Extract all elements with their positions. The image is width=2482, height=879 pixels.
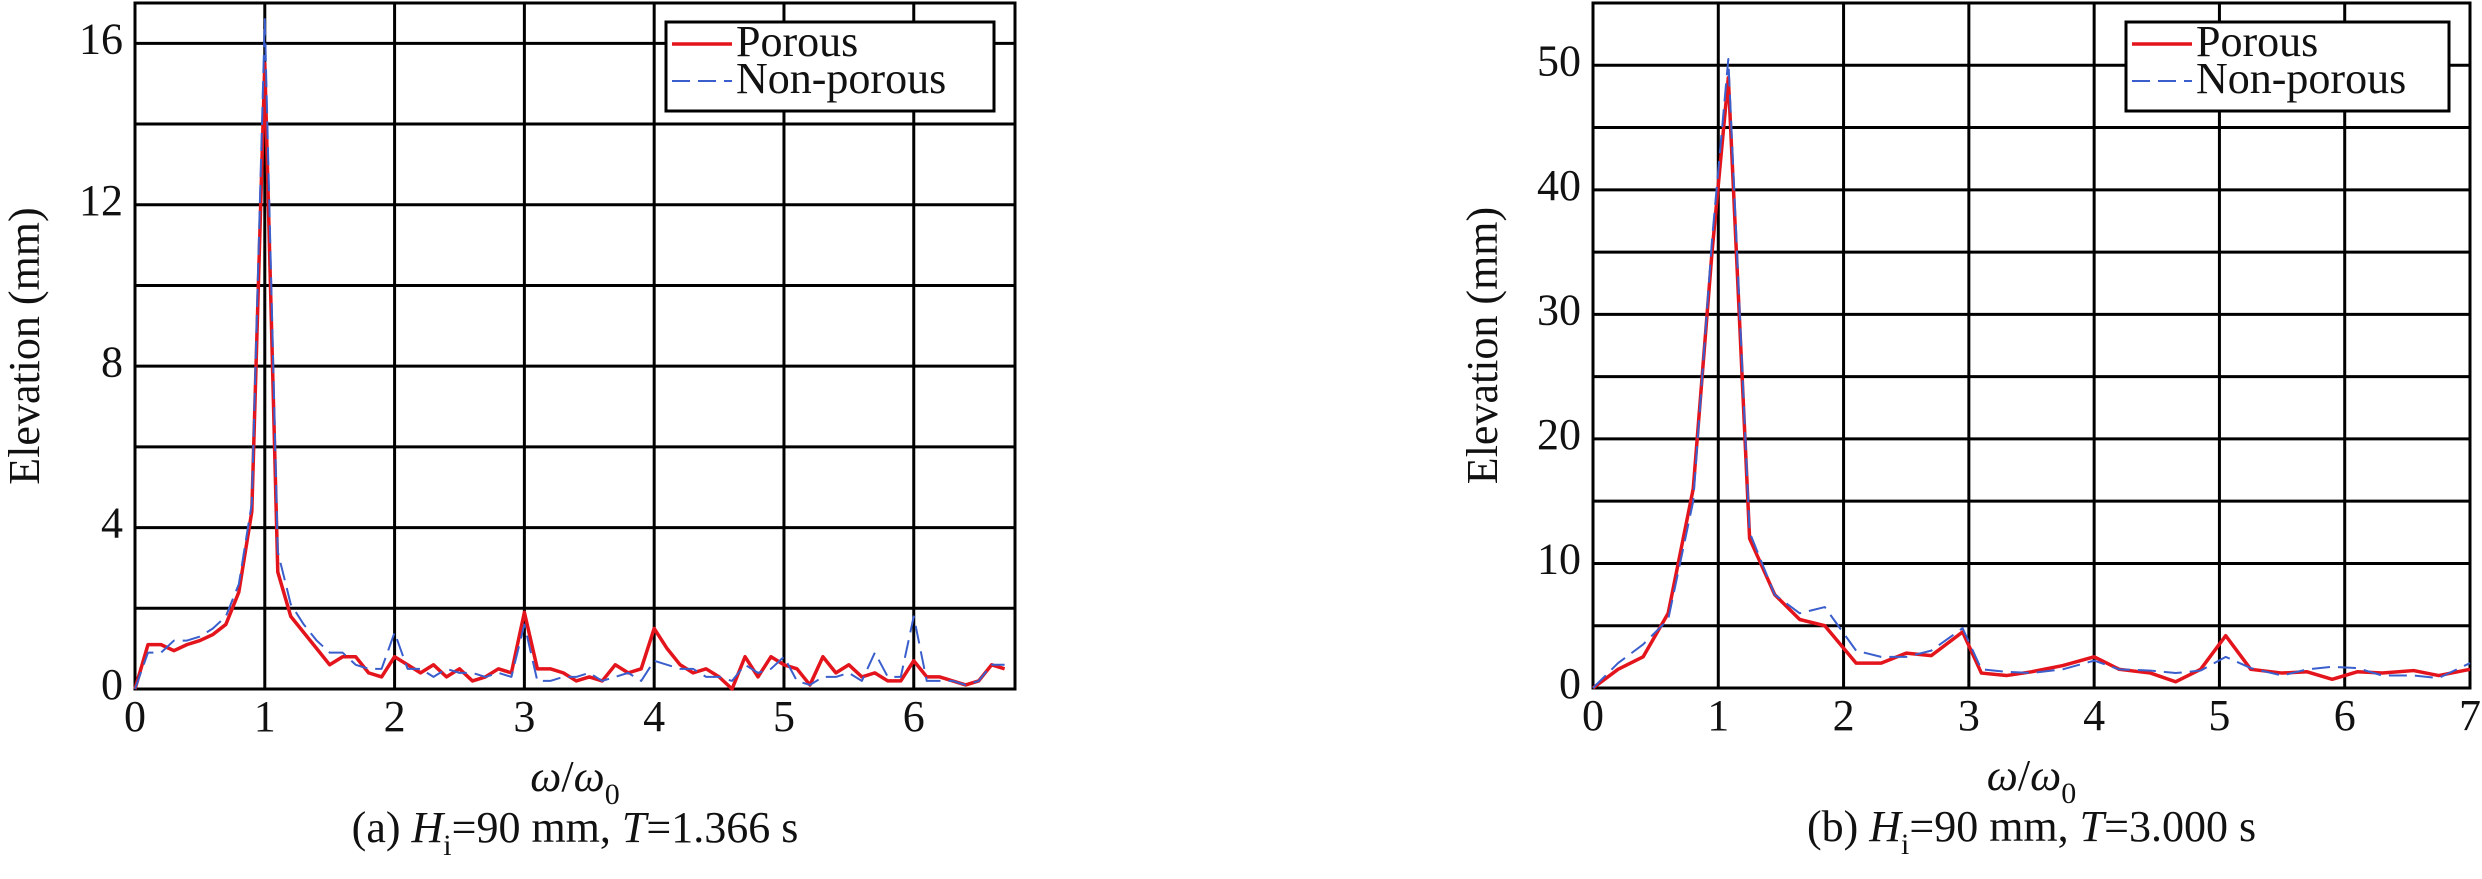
data-line bbox=[1592, 58, 2471, 689]
text-run: ω bbox=[1987, 751, 2018, 800]
text-run: 0 bbox=[2061, 777, 2076, 810]
caption: (a) Hi=90 mm, T=1.366 s bbox=[352, 803, 799, 862]
y-tick-label: 8 bbox=[101, 337, 123, 386]
x-tick-label: 7 bbox=[2459, 691, 2481, 740]
x-tick-label: 1 bbox=[254, 692, 276, 741]
y-tick-label: 4 bbox=[101, 499, 123, 548]
x-tick-label: 6 bbox=[2334, 691, 2356, 740]
y-tick-label: 40 bbox=[1537, 161, 1581, 210]
x-tick-label: 3 bbox=[1958, 691, 1980, 740]
x-tick-label: 4 bbox=[643, 692, 665, 741]
y-tick-label: 20 bbox=[1537, 410, 1581, 459]
text-run: T bbox=[622, 803, 650, 852]
y-tick-label: 0 bbox=[1559, 659, 1581, 708]
y-tick-label: 16 bbox=[79, 14, 123, 63]
x-axis-label: ω/ω0 bbox=[1987, 751, 2076, 810]
y-tick-label: 30 bbox=[1537, 285, 1581, 334]
x-tick-label: 5 bbox=[773, 692, 795, 741]
legend-label: Non-porous bbox=[736, 54, 946, 103]
text-run: =1.366 s bbox=[646, 803, 798, 852]
x-tick-label: 2 bbox=[1833, 691, 1855, 740]
y-tick-label: 50 bbox=[1537, 36, 1581, 85]
plot-frame bbox=[1591, 1, 2472, 690]
text-run: =90 mm, bbox=[452, 803, 622, 852]
text-run: ω bbox=[574, 752, 605, 801]
x-tick-label: 4 bbox=[2083, 691, 2105, 740]
text-run: ω bbox=[530, 752, 561, 801]
y-tick-label: 0 bbox=[101, 660, 123, 709]
x-tick-label: 5 bbox=[2208, 691, 2230, 740]
data-line bbox=[134, 18, 1005, 690]
text-run: =90 mm, bbox=[1909, 802, 2079, 851]
x-tick-label: 0 bbox=[1582, 691, 1604, 740]
x-tick-label: 2 bbox=[384, 692, 406, 741]
text-run: / bbox=[2018, 751, 2031, 800]
text-run: i bbox=[1901, 828, 1909, 861]
text-run: 0 bbox=[605, 778, 620, 811]
data-line bbox=[1591, 75, 2471, 690]
text-run: (a) bbox=[352, 803, 412, 852]
plot-frame bbox=[133, 1, 1017, 691]
text-run: / bbox=[561, 752, 574, 801]
caption: (b) Hi=90 mm, T=3.000 s bbox=[1807, 802, 2256, 861]
x-axis-label: ω/ω0 bbox=[530, 752, 619, 811]
y-axis-label: Elevation (mm) bbox=[1458, 207, 1507, 484]
text-run: (b) bbox=[1807, 802, 1869, 851]
legend-box bbox=[2124, 20, 2451, 113]
y-tick-label: 10 bbox=[1537, 535, 1581, 584]
text-run: =3.000 s bbox=[2104, 802, 2256, 851]
x-tick-label: 6 bbox=[903, 692, 925, 741]
x-tick-label: 0 bbox=[124, 692, 146, 741]
legend-box bbox=[664, 20, 996, 113]
y-tick-label: 12 bbox=[79, 176, 123, 225]
text-run: H bbox=[411, 803, 446, 852]
text-run: i bbox=[443, 829, 451, 862]
legend-label: Porous bbox=[2196, 17, 2318, 66]
y-axis-label: Elevation (mm) bbox=[0, 207, 49, 484]
x-tick-label: 3 bbox=[513, 692, 535, 741]
x-tick-label: 1 bbox=[1707, 691, 1729, 740]
legend-label: Porous bbox=[736, 17, 858, 66]
text-run: ω bbox=[2030, 751, 2061, 800]
legend-label: Non-porous bbox=[2196, 54, 2406, 103]
text-run: T bbox=[2080, 802, 2108, 851]
text-run: H bbox=[1868, 802, 1903, 851]
